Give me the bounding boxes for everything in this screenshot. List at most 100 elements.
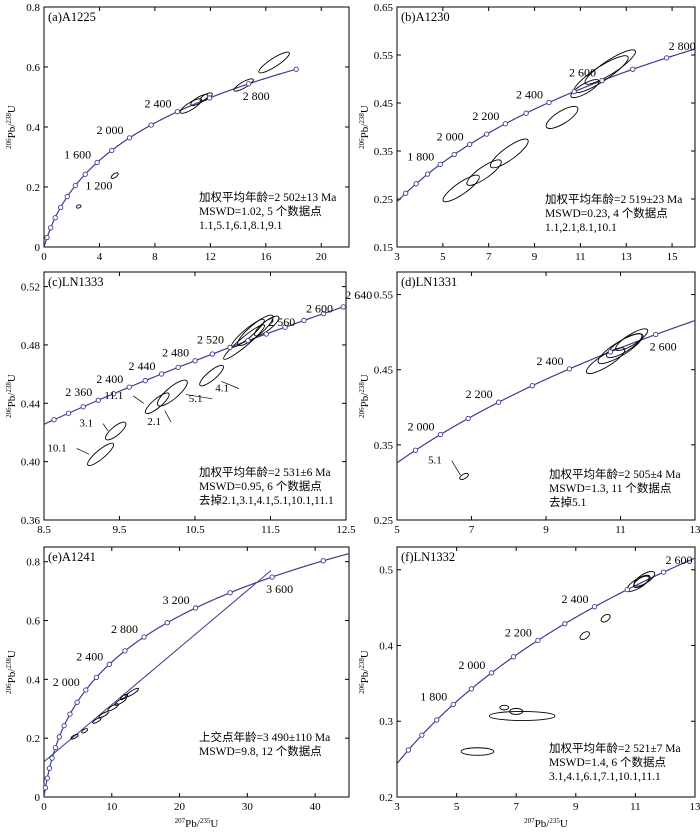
panel-4: 5 7 9 11 13 0.25 0.35 0.45 0.55 2 000 2 200 2 400 2 … [358,271,700,536]
age-marker [663,55,670,61]
age-marker [607,349,614,355]
error-ellipse [70,733,79,740]
age-marker [56,734,62,740]
x-tick-label: 7 [486,251,492,263]
age-marker [450,701,456,708]
age-label: 2 400 [516,87,543,101]
stats-annotation-line: 加权平均年龄=2 531±6 Ma [199,465,331,479]
age-label: 2 520 [197,332,224,346]
error-ellipse [125,687,139,698]
stats-annotation-line: MSWD=1.4, 6 个数据点 [549,755,666,769]
age-label: 2 360 [65,385,92,399]
age-marker [320,558,326,564]
age-marker [510,654,517,660]
age-marker [106,661,112,667]
x-tick-label: 5 [394,524,400,536]
x-tick-label: 11 [630,801,641,813]
concordia-curve [397,319,695,464]
x-tick-label: 4 [97,251,103,263]
age-label: 2 000 [437,129,464,143]
x-tick-label: 20 [316,251,328,263]
age-marker [64,194,70,200]
point-label: 11.1 [104,390,123,402]
concordia-layer [44,305,346,466]
error-ellipse [633,570,656,587]
error-ellipse [237,314,274,347]
y-tick-label: 0.45 [374,365,394,377]
stats-annotation-line: MSWD=1.3, 11 个数据点 [549,481,671,495]
age-marker [141,634,147,640]
stats-annotation-line: 3.1,4.1,6.1,7.1,10.1,11.1 [549,771,661,783]
concordia-layer [397,557,695,765]
age-marker [523,110,529,116]
x-tick-label: 10 [106,801,118,813]
age-marker [535,637,541,644]
x-tick-label: 8.5 [37,524,51,536]
error-ellipse [75,204,82,209]
age-label: 2 400 [536,354,563,368]
age-marker [282,324,288,330]
error-ellipse [489,138,529,169]
age-marker [110,391,117,397]
age-marker [437,431,444,438]
age-marker [74,699,80,705]
age-marker [109,147,115,154]
age-marker [571,88,577,95]
y-tick-label: 0.3 [379,716,393,728]
age-marker [122,648,128,654]
x-tick-label: 13 [690,524,700,536]
age-label: 2 400 [562,592,589,606]
age-marker [175,364,181,371]
panel-label: (a)A1225 [48,10,96,24]
x-tick-label: 7 [513,801,519,813]
age-marker [42,785,49,791]
error-ellipse [107,703,119,712]
age-marker [451,151,457,158]
age-marker [630,66,636,72]
error-ellipse [258,51,290,74]
y-tick-label: 0 [35,792,41,804]
point-label-leader [451,460,461,476]
age-marker [466,141,473,148]
y-tick-label: 0.55 [374,50,394,62]
age-marker [566,366,573,372]
age-marker [49,755,55,761]
age-label: 3 200 [163,593,190,607]
point-label: 5.1 [428,455,442,467]
point-label-leader [185,394,213,400]
y-tick-label: 0.36 [21,515,41,527]
stats-annotation-line: 1.1,5.1,6.1,8.1,9.1 [199,220,283,232]
age-label: 2 000 [53,675,80,689]
age-marker [434,717,440,723]
x-tick-label: 3 [394,801,400,813]
y-tick-label: 0.8 [26,2,40,14]
age-marker [142,377,148,384]
error-ellipse [615,328,649,351]
stats-annotation-line: 上交点年龄=3 490±110 Ma [199,730,330,744]
y-tick-label: 0.25 [374,515,394,527]
panel-label: (f)LN1332 [401,550,455,564]
error-ellipse [579,631,590,641]
panel-5: 0 10 20 30 40 0 0.2 0.4 0.6 0.8 2 000 2 400 2 800 3 2… [5,546,350,830]
age-label: 2 440 [129,359,156,373]
y-tick-label: 0.35 [374,440,394,452]
y-axis-label: 206Pb/238U [5,374,18,418]
point-label: 5.1 [189,393,203,405]
age-marker [80,404,86,410]
x-tick-label: 3 [394,251,400,263]
age-marker [44,234,50,241]
concordia-layer [44,552,349,797]
error-ellipse [545,105,579,129]
x-tick-label: 10.5 [185,524,205,536]
age-label: 2 600 [569,66,596,80]
age-marker [52,215,58,221]
age-label: 2 640 [345,288,372,302]
age-label: 1 200 [85,179,112,193]
age-label: 2 200 [466,387,493,401]
age-marker [192,605,199,611]
stats-annotation-line: 加权平均年龄=2 521±7 Ma [549,741,681,755]
y-tick-label: 0.35 [374,146,394,158]
age-marker [61,723,67,729]
age-marker [158,371,165,377]
